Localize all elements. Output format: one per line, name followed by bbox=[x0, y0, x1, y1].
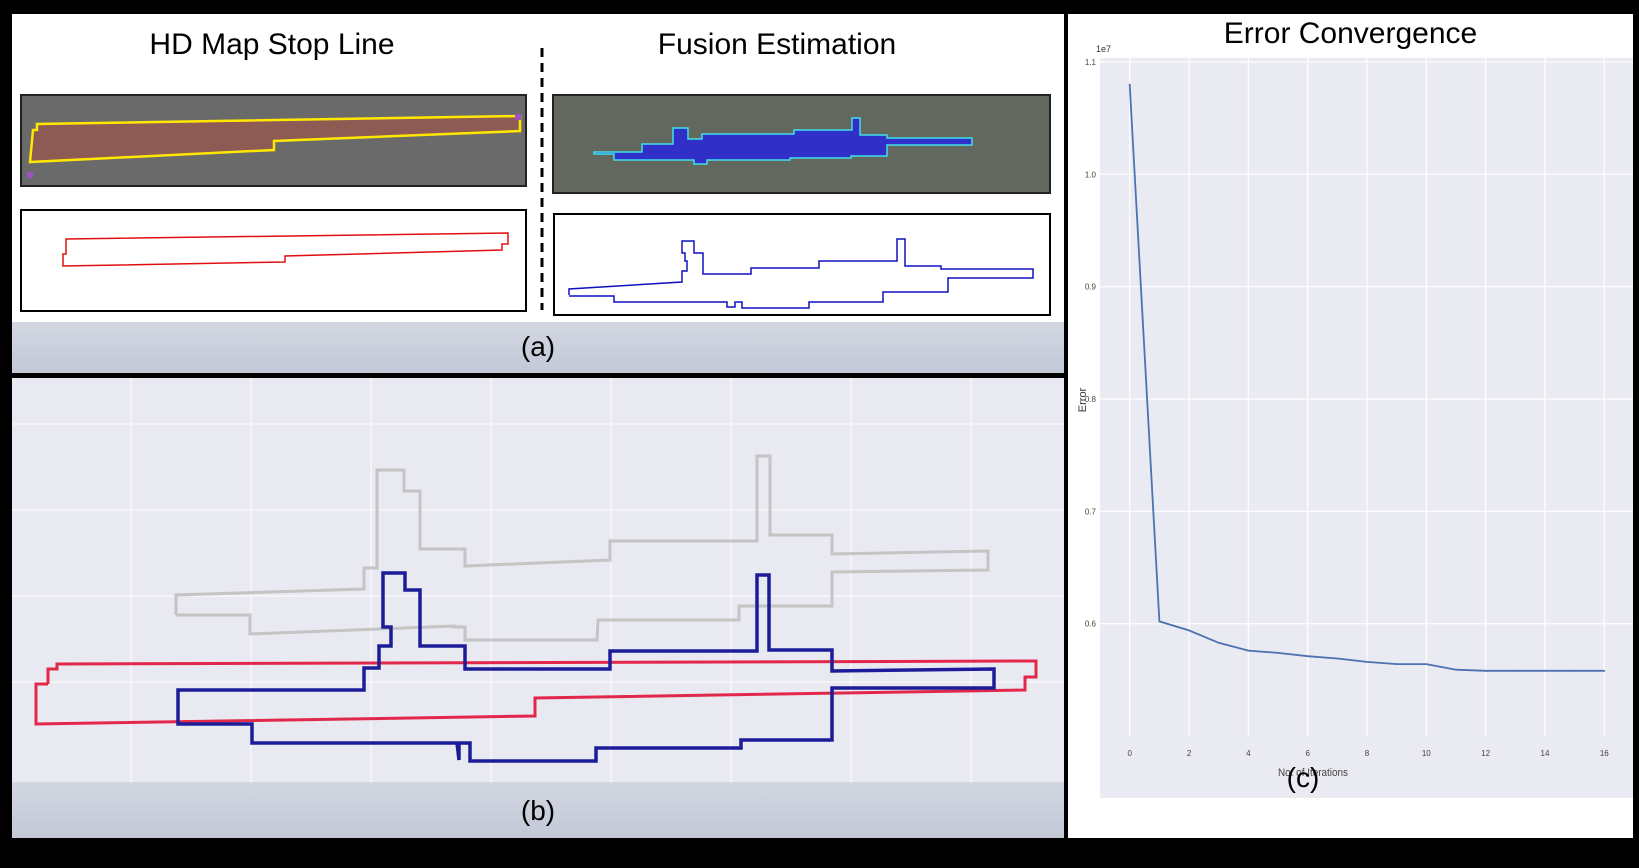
overlay-grid bbox=[12, 378, 1064, 838]
x-tick-label: 0 bbox=[1128, 749, 1133, 758]
caption-band-b bbox=[12, 782, 1064, 838]
x-tick-label: 10 bbox=[1422, 749, 1431, 758]
fusion-estimation-outline bbox=[553, 213, 1051, 316]
caption-c: (c) bbox=[1286, 762, 1320, 793]
data-point bbox=[1277, 651, 1279, 654]
caption-a: (a) bbox=[520, 331, 556, 362]
panel-a: HD Map Stop Line Fusion Estimation (a) bbox=[12, 14, 1064, 373]
y-offset-label: 1e7 bbox=[1096, 44, 1111, 54]
error-convergence-title: Error Convergence bbox=[1223, 17, 1478, 50]
data-point bbox=[1544, 669, 1546, 672]
initial-estimate-outline bbox=[174, 454, 990, 642]
x-tick-label: 16 bbox=[1600, 749, 1609, 758]
fusion-estimation-image bbox=[552, 94, 1051, 194]
x-tick-label: 6 bbox=[1305, 749, 1310, 758]
x-tick-label: 12 bbox=[1481, 749, 1490, 758]
fusion-estimation-title: Fusion Estimation bbox=[657, 28, 897, 61]
error-convergence-chart: 0.6 0.7 0.8 0.9 1.0 1.1 0 2 4 6 8 10 12 14 16 1e7 Erro… bbox=[1077, 44, 1633, 798]
data-point bbox=[1366, 660, 1368, 663]
y-tick-label: 1.0 bbox=[1085, 170, 1097, 179]
data-point bbox=[1425, 663, 1428, 666]
chart-series bbox=[1128, 83, 1606, 672]
caption-b: (b) bbox=[520, 795, 556, 826]
panel-a-figure bbox=[20, 48, 1051, 316]
fusion-estimate-overlay bbox=[176, 571, 996, 763]
data-point bbox=[1188, 629, 1190, 632]
x-tick-label: 8 bbox=[1365, 749, 1370, 758]
overlay-comparison-figure bbox=[12, 378, 1064, 838]
data-point bbox=[1247, 649, 1250, 652]
hd-map-stopline-outline bbox=[20, 209, 527, 312]
x-tick-label: 4 bbox=[1246, 749, 1251, 758]
data-point bbox=[1603, 669, 1606, 672]
y-tick-label: 0.9 bbox=[1085, 283, 1097, 292]
data-point bbox=[1573, 669, 1576, 672]
data-point bbox=[1158, 620, 1161, 623]
hd-map-stopline-image bbox=[20, 94, 527, 187]
x-axis-label: No. of Iterations bbox=[1278, 767, 1348, 779]
data-point bbox=[1484, 669, 1487, 672]
data-point bbox=[1514, 669, 1517, 672]
chart-grid bbox=[1100, 58, 1633, 736]
panel-c: Error Convergence 0.6 0.7 0.8 0.9 1.0 1.1 0 2 4 6… bbox=[1068, 14, 1633, 838]
data-point bbox=[1128, 83, 1131, 86]
hd-map-stopline-overlay bbox=[34, 659, 1038, 726]
data-point bbox=[1217, 641, 1220, 644]
chart-ticks: 0.6 0.7 0.8 0.9 1.0 1.1 0 2 4 6 8 10 12 14 16 bbox=[1085, 58, 1609, 758]
y-tick-label: 0.8 bbox=[1085, 395, 1097, 404]
hd-map-title: HD Map Stop Line bbox=[149, 28, 395, 61]
y-tick-label: 1.1 bbox=[1085, 58, 1097, 67]
data-point bbox=[1336, 657, 1339, 660]
x-tick-label: 14 bbox=[1541, 749, 1550, 758]
panel-b: (b) bbox=[12, 378, 1064, 838]
y-tick-label: 0.7 bbox=[1085, 507, 1097, 516]
y-axis-label: Error bbox=[1077, 387, 1089, 412]
data-point bbox=[1306, 655, 1309, 658]
y-tick-label: 0.6 bbox=[1085, 620, 1097, 629]
data-point bbox=[1395, 663, 1398, 666]
x-tick-label: 2 bbox=[1187, 749, 1192, 758]
caption-band-a bbox=[12, 322, 1064, 373]
data-point bbox=[1455, 668, 1457, 671]
